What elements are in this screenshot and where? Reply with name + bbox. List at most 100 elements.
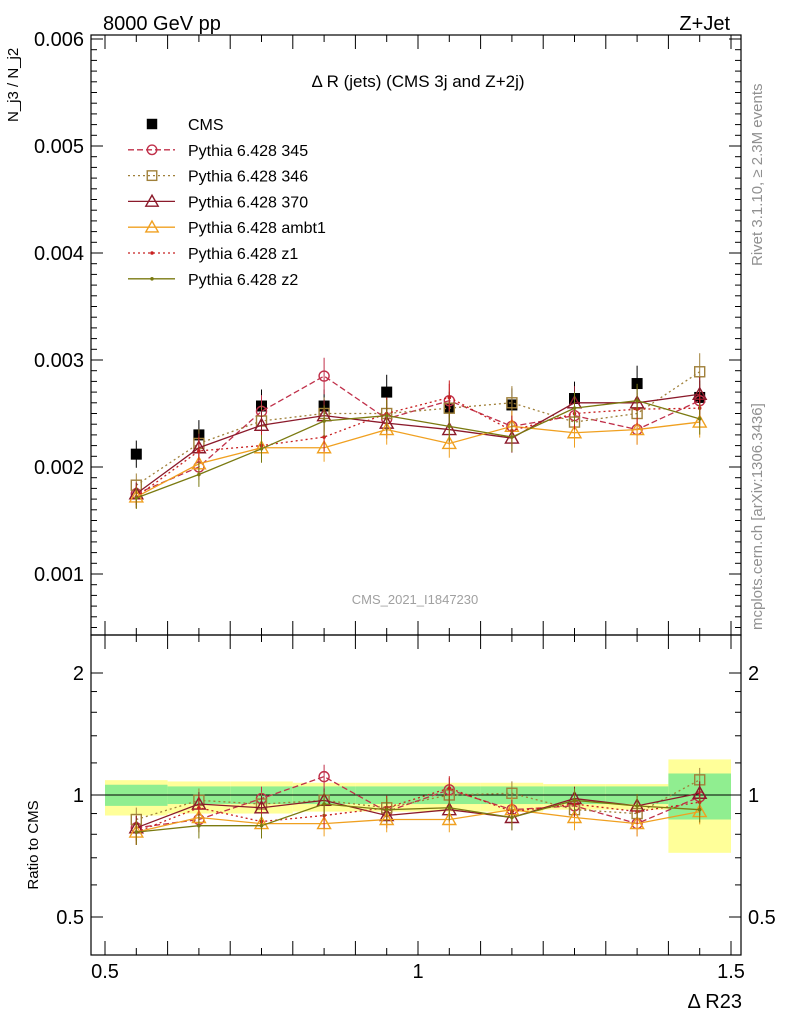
- legend-marker: [146, 170, 158, 182]
- ratio-point: [379, 811, 395, 826]
- data-point: [447, 395, 452, 400]
- data-point: [197, 472, 201, 477]
- ratio-y-tick-label-right: 1: [748, 785, 759, 807]
- data-point: [694, 366, 706, 378]
- ratio-y-axis-label: Ratio to CMS: [25, 800, 42, 889]
- legend-label: Pythia 6.428 345: [188, 143, 308, 160]
- y-tick-label: 0.002: [34, 457, 84, 479]
- series-line: [135, 421, 700, 498]
- data-point: [629, 421, 645, 436]
- legend-marker: [146, 144, 158, 156]
- legend-label: Pythia 6.428 346: [188, 169, 308, 186]
- ratio-point: [447, 786, 452, 790]
- y-tick-label: 0.001: [34, 564, 84, 586]
- rivet-label: Rivet 3.1.10, ≥ 2.3M events: [749, 84, 766, 267]
- data-point: [134, 496, 139, 500]
- data-point: [635, 398, 639, 403]
- ratio-point: [318, 770, 330, 783]
- legend-label: Pythia 6.428 370: [188, 194, 308, 211]
- data-point: [316, 439, 332, 454]
- ratio-point: [697, 807, 702, 812]
- source-label: mcplots.cern.ch [arXiv:1306.3436]: [749, 403, 766, 630]
- header-left: 8000 GeV pp: [103, 13, 221, 35]
- data-point: [697, 417, 702, 421]
- ratio-point: [197, 823, 201, 828]
- data-point: [322, 435, 326, 439]
- data-point: [381, 386, 393, 398]
- watermark: CMS_2021_I1847230: [352, 592, 479, 607]
- series-0: [130, 365, 706, 468]
- legend-label: CMS: [188, 117, 224, 134]
- ratio-point: [635, 804, 639, 808]
- series-1: [130, 357, 706, 505]
- legend-label: Pythia 6.428 z1: [188, 246, 298, 263]
- y-tick-label: 0.003: [34, 350, 84, 372]
- legend-marker: [144, 219, 160, 233]
- legend-entry: Pythia 6.428 370: [128, 193, 308, 211]
- data-point: [322, 419, 326, 423]
- legend-marker: [144, 193, 160, 207]
- main-y-axis-label: N_j3 / N_j2: [5, 48, 22, 122]
- ratio-line: [136, 787, 700, 833]
- series-5: [134, 380, 702, 509]
- y-tick-label: 0.006: [34, 29, 84, 51]
- ratio-line: [136, 779, 701, 821]
- ratio-line: [136, 792, 700, 829]
- y-tick-label: 0.004: [34, 243, 84, 265]
- data-point: [441, 435, 457, 450]
- ratio-point: [197, 805, 201, 810]
- ratio-point: [259, 823, 264, 828]
- legend-entry: Pythia 6.428 ambt1: [128, 219, 326, 237]
- x-axis-label: Δ R23: [687, 991, 742, 1013]
- data-point: [510, 435, 514, 439]
- series-6: [134, 383, 702, 510]
- legend-entry: CMS: [146, 117, 224, 134]
- ratio-y-tick-label: 1: [73, 785, 84, 807]
- series-line: [135, 371, 701, 486]
- data-point: [631, 378, 643, 390]
- legend-marker: [146, 118, 158, 130]
- main-series: [128, 353, 708, 510]
- legend-label: Pythia 6.428 z2: [188, 272, 298, 289]
- axes: 0.001 0.002 0.003 0.004 0.005 0.006 0.5 0.5 1 1 2 2…: [34, 29, 776, 983]
- series-line: [136, 375, 700, 495]
- data-point: [379, 421, 395, 436]
- data-point: [318, 370, 330, 382]
- ratio-point: [510, 815, 514, 820]
- ratio-point: [629, 815, 645, 830]
- data-point: [447, 424, 452, 429]
- data-point: [572, 406, 577, 410]
- ratio-line: [136, 775, 700, 829]
- series-line: [136, 399, 700, 499]
- series-line: [135, 393, 700, 495]
- ratio-point: [447, 805, 452, 810]
- ratio-point: [134, 830, 139, 834]
- data-point: [259, 447, 264, 451]
- ratio-point: [566, 809, 583, 824]
- chart-title: Δ R (jets) (CMS 3j and Z+2j): [311, 72, 524, 91]
- header-right: Z+Jet: [679, 13, 730, 35]
- ratio-series-5: [134, 788, 702, 845]
- series-4: [128, 406, 708, 509]
- ratio-series: [91, 764, 741, 845]
- data-point: [566, 424, 583, 439]
- ratio-point: [322, 802, 326, 806]
- data-point: [197, 449, 201, 453]
- ratio-y-tick-label: 2: [73, 663, 84, 685]
- y-tick-label: 0.005: [34, 136, 84, 158]
- legend-marker: [150, 277, 154, 281]
- legend-label: Pythia 6.428 ambt1: [188, 220, 326, 237]
- ratio-point: [572, 798, 577, 803]
- x-tick-label: 0.5: [91, 961, 119, 983]
- ratio-line: [136, 809, 700, 833]
- legend-entry: Pythia 6.428 z1: [128, 246, 298, 263]
- data-point: [506, 397, 518, 409]
- legend: CMS Pythia 6.428 345 Pythia 6.428 346 Pythi…: [128, 117, 326, 289]
- legend-entry: Pythia 6.428 346: [128, 169, 308, 186]
- ratio-y-tick-label-right: 2: [748, 663, 759, 685]
- legend-marker: [150, 251, 154, 255]
- ratio-point: [441, 811, 457, 826]
- ratio-point: [384, 807, 389, 812]
- legend-entry: Pythia 6.428 345: [128, 143, 308, 160]
